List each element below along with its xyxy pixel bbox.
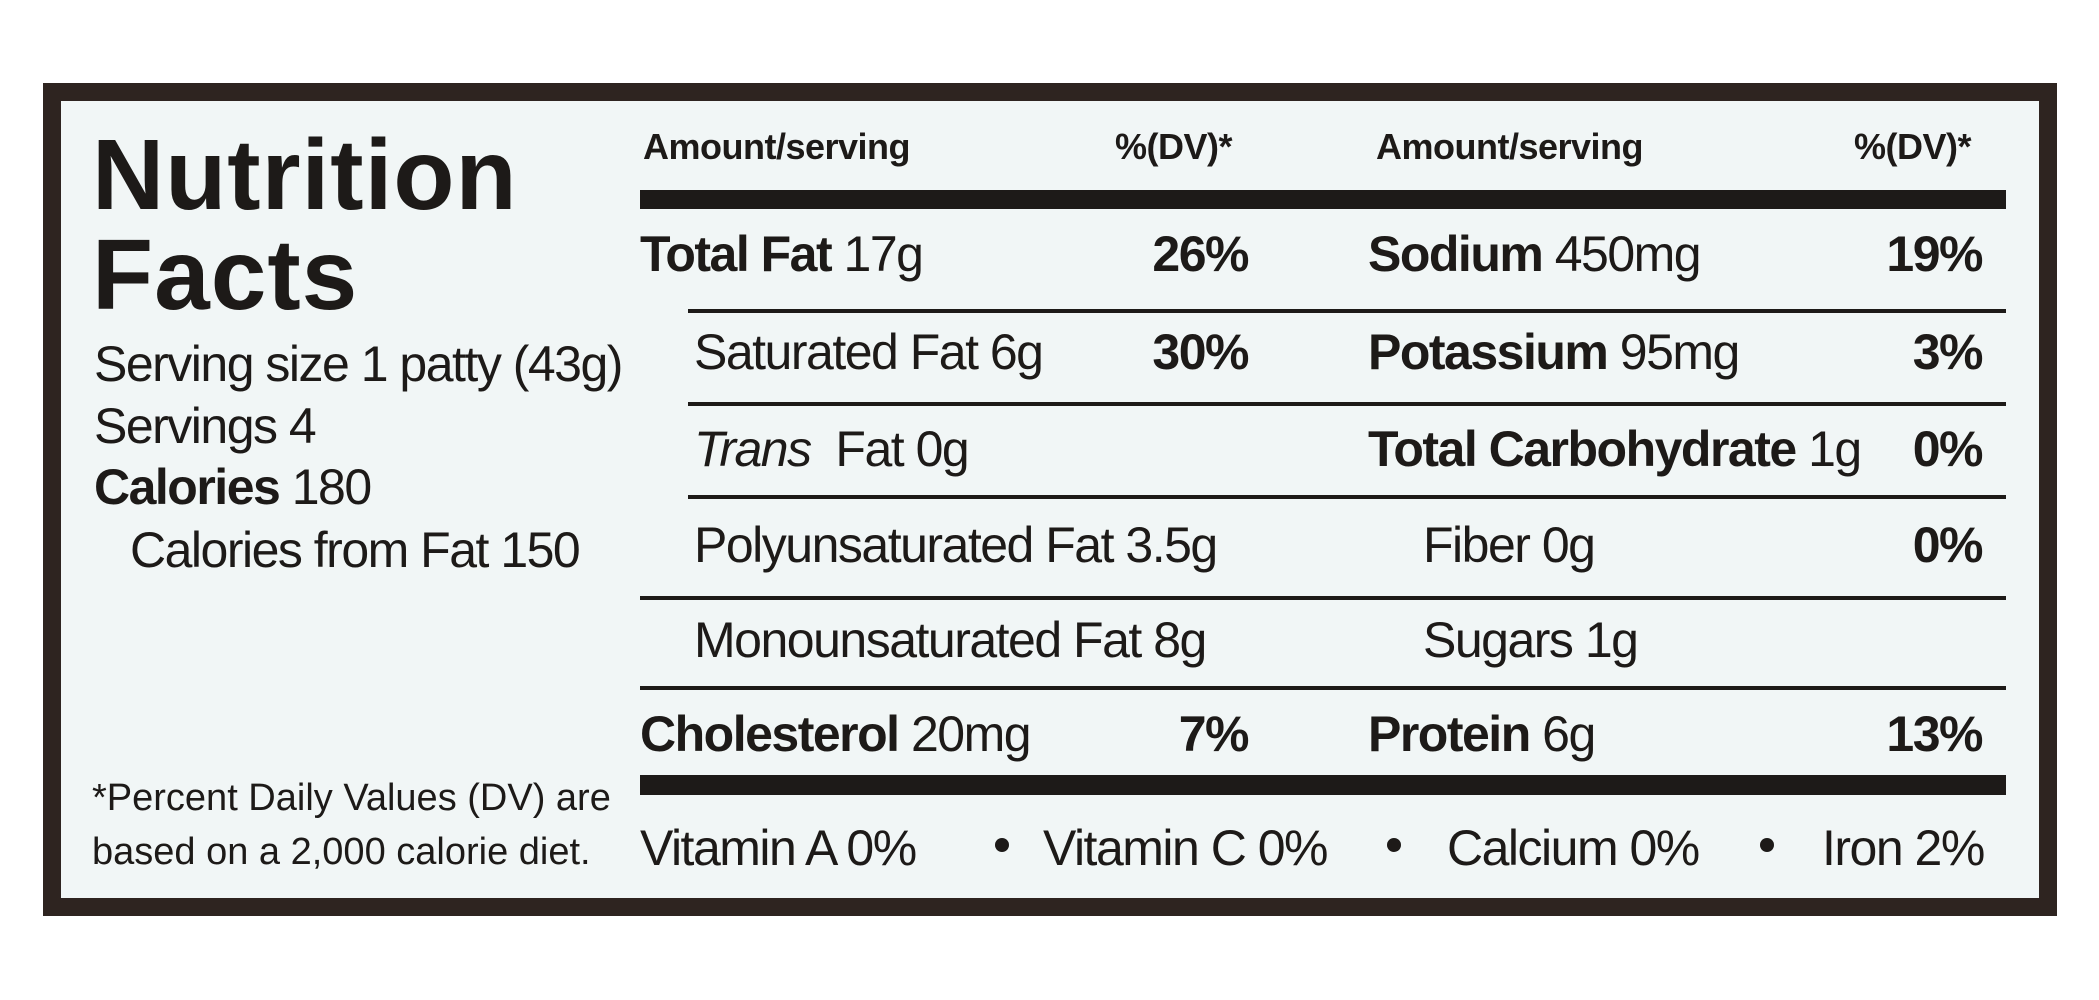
- row-rule: [640, 596, 2006, 600]
- nutrient: Monounsaturated Fat 8g: [694, 612, 1207, 668]
- calories-label: Calories: [94, 459, 281, 515]
- row-rule: [640, 686, 2006, 690]
- daily-value: 0%: [1912, 421, 1984, 477]
- nutrient-amount: 20mg: [910, 706, 1032, 762]
- calories-value: 180: [291, 459, 372, 515]
- vitamin: Iron 2%: [1822, 820, 1985, 876]
- nutrient-amount: 1g: [1584, 612, 1639, 668]
- nutrient-name: Cholesterol: [640, 706, 900, 762]
- row-rule: [688, 495, 2006, 499]
- thick-rule: [640, 775, 2006, 795]
- nutrient-amount: 6g: [1542, 706, 1596, 762]
- nutrient-name: Sodium: [1368, 226, 1544, 282]
- nutrient-amount: 1g: [1808, 421, 1862, 477]
- daily-value: 7%: [1178, 706, 1250, 762]
- thick-rule: [640, 190, 2006, 209]
- nutrient: Total Fat 17g: [640, 226, 924, 282]
- bullet: [995, 838, 1009, 852]
- title: Nutrition: [92, 119, 518, 231]
- nutrient-amount: 17g: [843, 226, 924, 282]
- header-dv: %(DV)*: [1114, 126, 1233, 167]
- daily-value: 3%: [1912, 324, 1984, 380]
- nutrient-name: Potassium: [1368, 324, 1609, 380]
- servings: Servings 4: [94, 398, 317, 454]
- nutrient-name: Saturated Fat: [694, 324, 979, 380]
- nutrient: Cholesterol 20mg: [640, 706, 1032, 762]
- nutrient-name: Total Fat: [640, 226, 833, 282]
- nutrient: Protein 6g: [1368, 706, 1596, 762]
- nutrient-amount: 0g: [915, 421, 970, 477]
- nutrient: Sugars 1g: [1423, 612, 1639, 668]
- daily-value: 30%: [1152, 324, 1249, 380]
- nutrient-name: Monounsaturated Fat: [694, 612, 1142, 668]
- calories: Calories 180: [94, 459, 372, 515]
- nutrient-name: Polyunsaturated Fat: [694, 517, 1115, 573]
- nutrient: Polyunsaturated Fat 3.5g: [694, 517, 1218, 573]
- title: Facts: [92, 219, 359, 331]
- serving-size: Serving size 1 patty (43g): [94, 336, 623, 392]
- nutrient-name: Protein: [1368, 706, 1531, 762]
- nutrient-amount: 0g: [1541, 517, 1596, 573]
- vitamin: Vitamin A 0%: [640, 820, 917, 876]
- nutrient-amount: 450mg: [1554, 226, 1702, 282]
- vitamin: Vitamin C 0%: [1043, 820, 1328, 876]
- nutrient: Trans Fat 0g: [694, 421, 970, 477]
- daily-value: 26%: [1152, 226, 1249, 282]
- footnote: *Percent Daily Values (DV) are: [92, 777, 611, 819]
- row-rule: [688, 402, 2006, 406]
- nutrient-amount: 6g: [989, 324, 1044, 380]
- header-amount: Amount/serving: [643, 126, 911, 167]
- calories-from-fat: Calories from Fat 150: [130, 522, 581, 578]
- nutrient-prefix: Trans: [694, 421, 812, 477]
- nutrient-name: Total Carbohydrate: [1368, 421, 1797, 477]
- nutrient: Sodium 450mg: [1368, 226, 1702, 282]
- footnote: based on a 2,000 calorie diet.: [92, 831, 591, 873]
- vitamin: Calcium 0%: [1447, 820, 1700, 876]
- daily-value: 13%: [1886, 706, 1983, 762]
- nutrient-amount: 95mg: [1619, 324, 1741, 380]
- nutrient-amount: 3.5g: [1125, 517, 1218, 573]
- nutrient: Potassium 95mg: [1368, 324, 1741, 380]
- daily-value: 0%: [1912, 517, 1984, 573]
- header-dv: %(DV)*: [1853, 126, 1972, 167]
- nutrient: Saturated Fat 6g: [694, 324, 1044, 380]
- nutrient: Fiber 0g: [1423, 517, 1596, 573]
- nutrient-name: Fiber: [1423, 517, 1531, 573]
- header-amount: Amount/serving: [1376, 126, 1644, 167]
- bullet: [1760, 838, 1774, 852]
- daily-value: 19%: [1886, 226, 1983, 282]
- bullet: [1387, 838, 1401, 852]
- row-rule: [688, 309, 2006, 313]
- nutrient-name: Sugars: [1423, 612, 1574, 668]
- nutrient-name: Fat: [835, 421, 904, 477]
- nutrient-amount: 8g: [1153, 612, 1207, 668]
- nutrient: Total Carbohydrate 1g: [1368, 421, 1862, 477]
